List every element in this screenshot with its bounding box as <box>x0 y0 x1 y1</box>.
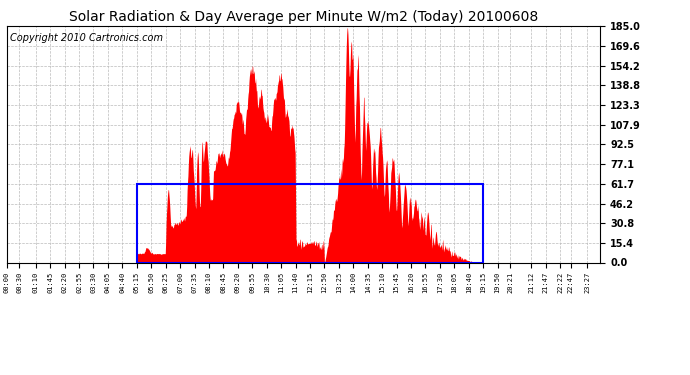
Title: Solar Radiation & Day Average per Minute W/m2 (Today) 20100608: Solar Radiation & Day Average per Minute… <box>69 10 538 24</box>
Text: Copyright 2010 Cartronics.com: Copyright 2010 Cartronics.com <box>10 33 163 44</box>
Bar <box>137 184 483 262</box>
